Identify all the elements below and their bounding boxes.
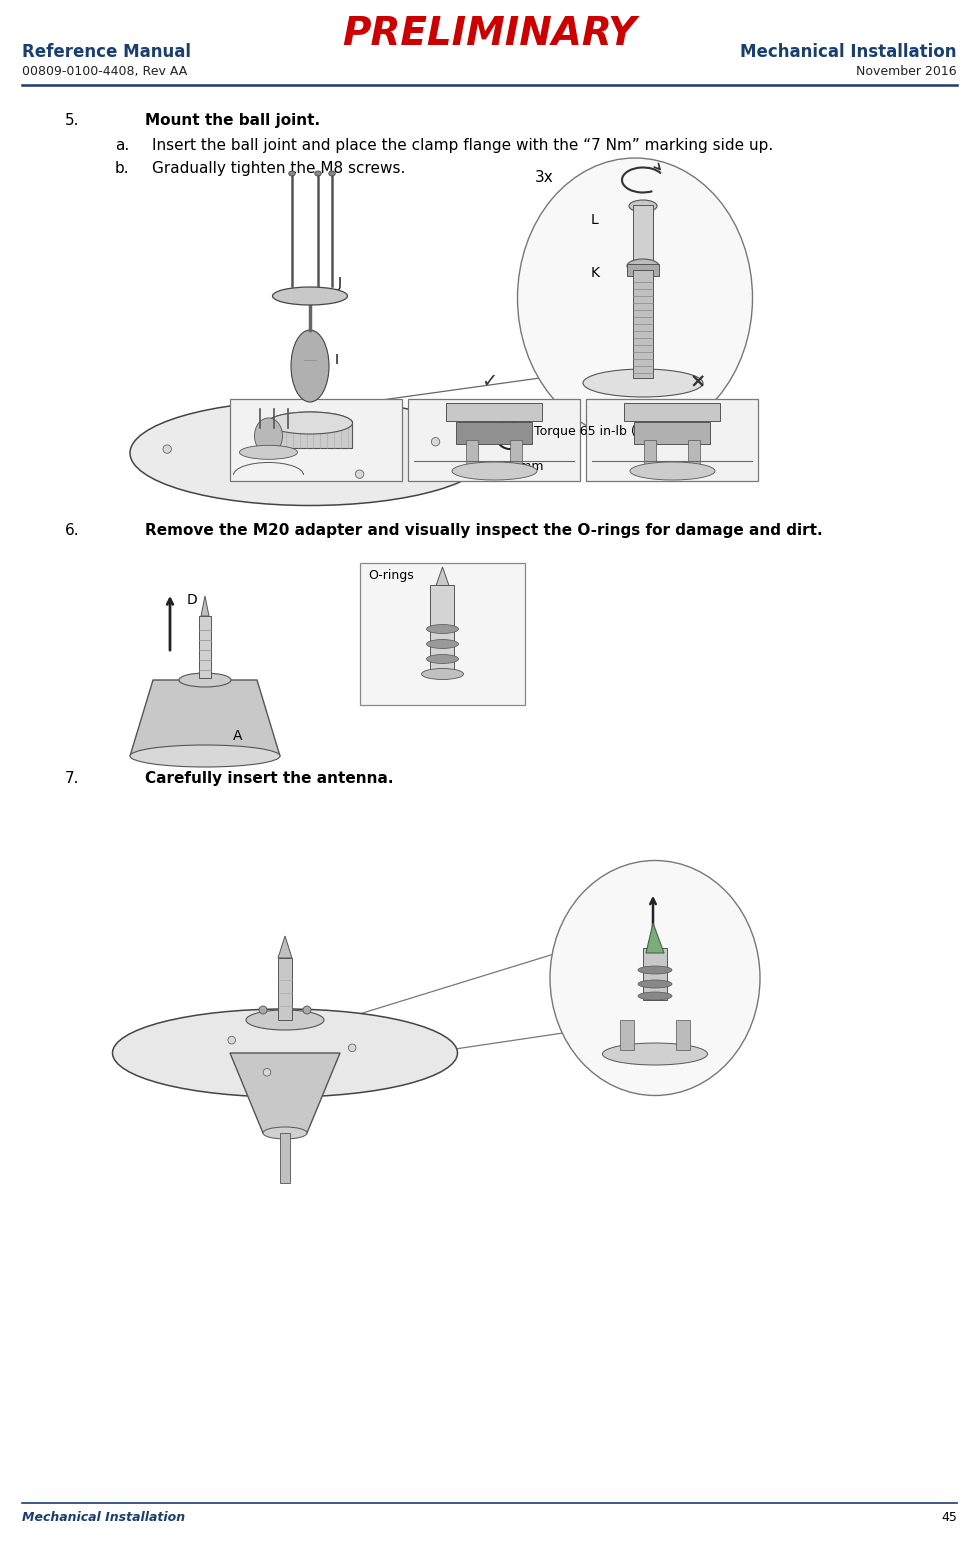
Ellipse shape [452,461,537,480]
Text: Remove the M20 adapter and visually inspect the O-rings for damage and dirt.: Remove the M20 adapter and visually insp… [145,523,822,537]
Polygon shape [130,680,280,756]
Ellipse shape [245,1009,324,1030]
Ellipse shape [315,171,321,175]
Text: 00809-0100-4408, Rev AA: 00809-0100-4408, Rev AA [22,65,187,78]
Ellipse shape [601,1044,707,1065]
Bar [633,270,652,377]
Ellipse shape [426,624,458,634]
Ellipse shape [626,259,658,273]
Text: K: K [591,266,600,280]
Bar [634,422,710,444]
Bar [278,958,291,1020]
Ellipse shape [638,980,671,988]
Text: A: A [233,728,243,742]
Ellipse shape [422,668,463,680]
Text: 7.: 7. [65,770,79,786]
Text: Gradually tighten the M8 screws.: Gradually tighten the M8 screws. [152,162,405,175]
Circle shape [228,1036,236,1044]
Bar [633,205,652,259]
Text: L: L [591,213,599,227]
Text: November 2016: November 2016 [856,65,956,78]
Bar [467,439,478,466]
Text: Insert the ball joint and place the clamp flange with the “7 Nm” marking side up: Insert the ball joint and place the clam… [152,138,773,154]
Text: Carefully insert the antenna.: Carefully insert the antenna. [145,770,393,786]
Text: ×: × [689,373,705,391]
Circle shape [431,438,439,446]
Bar [268,421,352,447]
Bar [230,399,402,481]
Text: Mechanical Installation: Mechanical Installation [22,1511,185,1523]
Circle shape [505,430,514,439]
Bar [644,439,656,466]
Ellipse shape [263,1127,307,1138]
Ellipse shape [272,287,347,304]
Circle shape [355,471,364,478]
Bar [360,564,524,705]
Text: Torque 65 in-lb (7 Nm): Torque 65 in-lb (7 Nm) [533,426,674,438]
Polygon shape [230,1053,339,1134]
Text: I: I [334,353,338,367]
Bar [688,439,700,466]
Circle shape [263,1068,271,1076]
Ellipse shape [426,654,458,663]
Bar [586,399,758,481]
Ellipse shape [254,418,283,453]
Ellipse shape [240,446,297,460]
Text: PRELIMINARY: PRELIMINARY [342,16,636,53]
Polygon shape [278,936,291,958]
Text: 3x: 3x [534,171,554,185]
Text: D: D [187,593,198,607]
Ellipse shape [583,370,702,398]
Ellipse shape [630,461,714,480]
Circle shape [162,444,171,453]
Text: O-rings: O-rings [368,568,414,582]
Circle shape [281,1006,289,1014]
Polygon shape [200,596,208,617]
Ellipse shape [130,401,490,505]
Bar [510,439,522,466]
Bar [430,585,454,671]
Text: a.: a. [114,138,129,154]
Bar [408,399,580,481]
Circle shape [348,1044,356,1051]
Text: 5.: 5. [65,113,79,127]
Ellipse shape [130,745,280,767]
Circle shape [302,1006,311,1014]
Circle shape [259,1006,267,1014]
Polygon shape [435,567,449,587]
Text: Reference Manual: Reference Manual [22,43,191,61]
Ellipse shape [179,672,231,686]
Text: H6 mm: H6 mm [498,460,543,474]
Circle shape [496,421,523,449]
Polygon shape [645,922,663,954]
Text: Mechanical Installation: Mechanical Installation [739,43,956,61]
Bar [619,1020,634,1050]
Bar [280,1134,289,1183]
Text: b.: b. [114,162,129,175]
Ellipse shape [267,412,352,433]
Ellipse shape [112,1009,457,1096]
Ellipse shape [517,158,752,438]
Text: ✓: ✓ [481,373,497,391]
Bar [624,402,720,421]
Ellipse shape [550,860,759,1095]
Bar [626,264,658,276]
Ellipse shape [289,171,295,175]
Ellipse shape [290,329,329,402]
Bar [456,422,532,444]
Bar [199,617,211,679]
Ellipse shape [426,640,458,649]
Ellipse shape [638,992,671,1000]
Text: 6.: 6. [65,523,79,537]
Text: J: J [337,276,341,290]
Ellipse shape [329,171,334,175]
Ellipse shape [267,412,352,433]
Text: 45: 45 [940,1511,956,1523]
Ellipse shape [628,200,656,213]
Bar [643,947,666,1000]
Ellipse shape [638,966,671,974]
Bar [676,1020,689,1050]
Bar [446,402,542,421]
Text: Mount the ball joint.: Mount the ball joint. [145,113,320,127]
